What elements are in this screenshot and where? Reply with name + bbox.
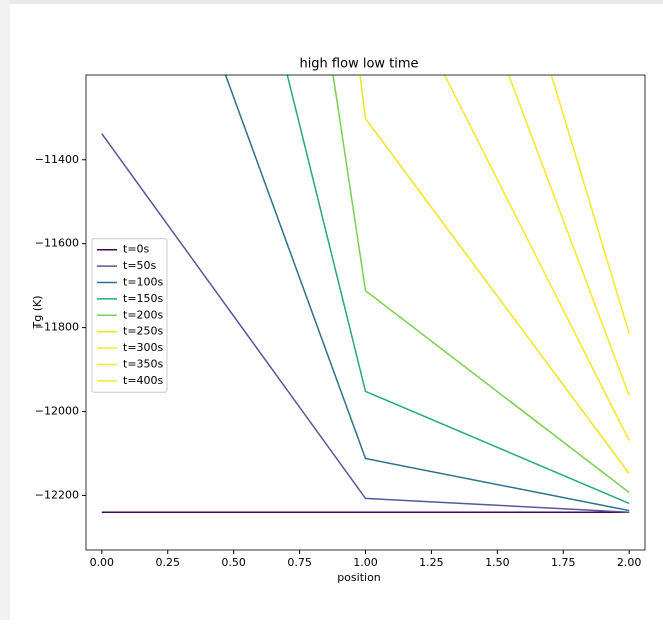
legend-label: t=50s <box>123 259 157 272</box>
plot-frame <box>85 74 646 551</box>
y-tick-label: −11400 <box>35 153 79 166</box>
y-tick-label: −12000 <box>35 405 79 418</box>
window-edge <box>0 0 10 620</box>
x-tick-label: 0.00 <box>90 556 115 569</box>
y-axis-label: Tg (K) <box>31 296 44 330</box>
line-series <box>224 75 630 512</box>
line-series <box>101 133 630 513</box>
legend-label: t=250s <box>123 325 164 338</box>
x-tick-label: 1.75 <box>551 556 576 569</box>
x-tick-label: 1.25 <box>419 556 444 569</box>
window-top <box>0 0 663 4</box>
line-series <box>507 75 630 396</box>
y-tick-label: −12200 <box>35 488 79 501</box>
line-series <box>286 75 630 505</box>
x-tick-label: 2.00 <box>617 556 642 569</box>
legend-box <box>91 238 168 393</box>
legend-label: t=0s <box>123 243 150 256</box>
x-tick-label: 0.50 <box>221 556 246 569</box>
legend-label: t=350s <box>123 358 164 371</box>
legend-label: t=400s <box>123 374 164 387</box>
y-tick-label: −11600 <box>35 237 79 250</box>
x-tick-label: 1.50 <box>485 556 510 569</box>
legend-label: t=200s <box>123 308 164 321</box>
x-tick-label: 0.25 <box>155 556 180 569</box>
x-axis-label: position <box>337 571 381 584</box>
chart-title: high flow low time <box>299 57 418 72</box>
line-series <box>332 75 630 494</box>
line-series <box>443 75 630 441</box>
y-tick-label: −11800 <box>35 321 79 334</box>
x-tick-label: 1.00 <box>353 556 378 569</box>
line-series <box>359 75 630 475</box>
plot-lines <box>101 75 630 513</box>
legend-label: t=300s <box>123 341 164 354</box>
legend-label: t=100s <box>123 276 164 289</box>
x-tick-label: 0.75 <box>287 556 312 569</box>
legend-label: t=150s <box>123 292 164 305</box>
